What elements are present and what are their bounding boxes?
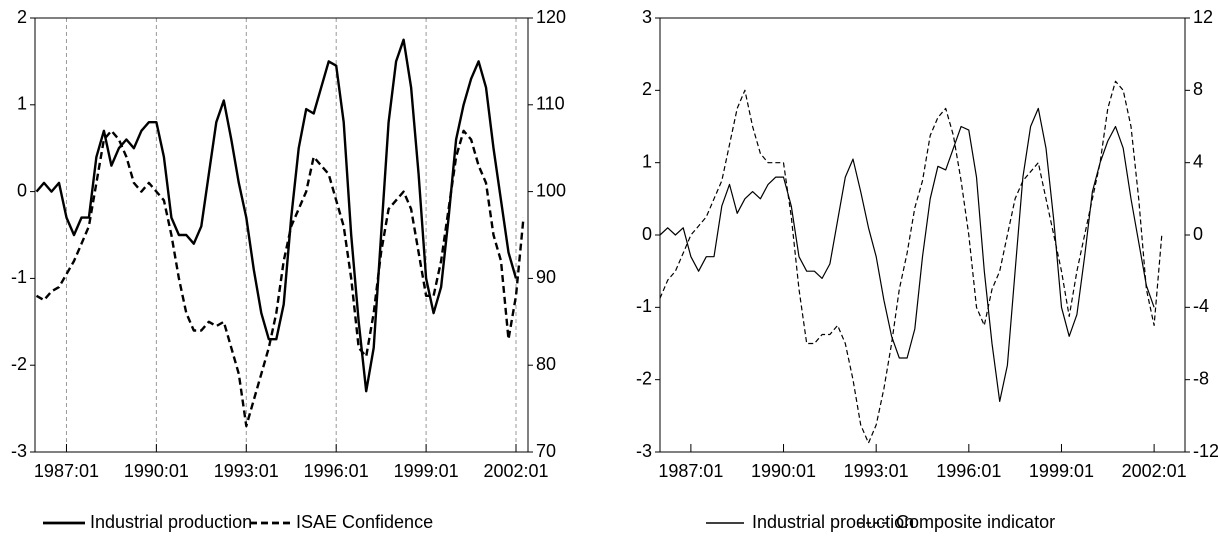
series-line xyxy=(659,80,1163,444)
x-tick-label: 1999:01 xyxy=(1029,461,1094,481)
x-tick-label: 1993:01 xyxy=(844,461,909,481)
y-tick-label: -2 xyxy=(11,354,27,374)
y-tick-label: 2 xyxy=(17,7,27,27)
series-line xyxy=(35,129,525,428)
x-tick-label: 1996:01 xyxy=(936,461,1001,481)
x-tick-label: 1990:01 xyxy=(751,461,816,481)
y2-tick-label: 100 xyxy=(536,180,566,200)
x-tick-label: 1987:01 xyxy=(34,461,99,481)
x-tick-label: 1987:01 xyxy=(658,461,723,481)
y2-tick-label: 0 xyxy=(1193,224,1203,244)
x-tick-label: 1999:01 xyxy=(394,461,459,481)
y2-tick-label: 8 xyxy=(1193,79,1203,99)
y-tick-label: -1 xyxy=(11,267,27,287)
y2-tick-label: -8 xyxy=(1193,368,1209,388)
y-tick-label: 1 xyxy=(642,151,652,171)
y-tick-label: -1 xyxy=(636,296,652,316)
y2-tick-label: 110 xyxy=(536,94,565,114)
legend-label: ISAE Confidence xyxy=(296,512,433,532)
x-tick-label: 2002:01 xyxy=(483,461,548,481)
y2-tick-label: -12 xyxy=(1193,441,1218,461)
series-line xyxy=(35,38,518,393)
y-tick-label: 3 xyxy=(642,7,652,27)
series-line xyxy=(659,107,1155,402)
legend-label: Industrial production xyxy=(752,512,914,532)
y2-tick-label: 120 xyxy=(536,7,566,27)
y2-tick-label: 4 xyxy=(1193,151,1203,171)
x-tick-label: 1993:01 xyxy=(214,461,279,481)
y2-tick-label: 12 xyxy=(1193,7,1213,27)
y-tick-label: -3 xyxy=(636,441,652,461)
y-tick-label: 0 xyxy=(642,224,652,244)
legend-label: Composite indicator xyxy=(896,512,1055,532)
y2-tick-label: 70 xyxy=(536,441,556,461)
legend-label: Industrial production xyxy=(90,512,252,532)
y2-tick-label: 90 xyxy=(536,267,556,287)
y-tick-label: 1 xyxy=(17,94,27,114)
y-tick-label: -2 xyxy=(636,368,652,388)
y2-tick-label: -4 xyxy=(1193,296,1209,316)
plot-frame xyxy=(34,17,529,453)
y2-tick-label: 80 xyxy=(536,354,556,374)
y-tick-label: 2 xyxy=(642,79,652,99)
x-tick-label: 2002:01 xyxy=(1122,461,1187,481)
x-tick-label: 1996:01 xyxy=(304,461,369,481)
x-tick-label: 1990:01 xyxy=(124,461,189,481)
y-tick-label: 0 xyxy=(17,180,27,200)
plot-frame xyxy=(659,17,1186,453)
y-tick-label: -3 xyxy=(11,441,27,461)
